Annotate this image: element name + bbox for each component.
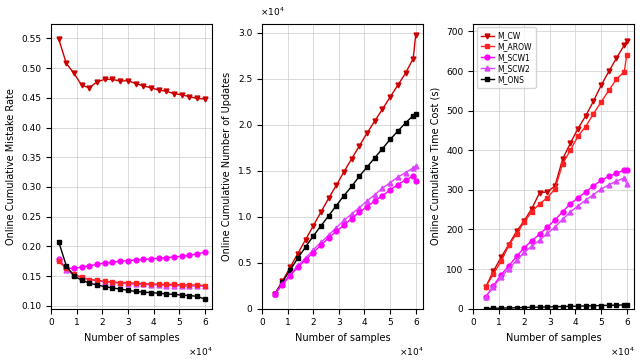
- X-axis label: Number of samples: Number of samples: [84, 333, 180, 343]
- Text: $\times10^4$: $\times10^4$: [610, 346, 634, 358]
- Y-axis label: Online Cumulative Time Cost (s): Online Cumulative Time Cost (s): [431, 87, 440, 245]
- Legend: M_CW, M_AROW, M_SCW1, M_SCW2, M_ONS: M_CW, M_AROW, M_SCW1, M_SCW2, M_ONS: [477, 27, 536, 87]
- X-axis label: Number of samples: Number of samples: [295, 333, 390, 343]
- Text: $\times10^4$: $\times10^4$: [260, 5, 285, 18]
- X-axis label: Number of samples: Number of samples: [506, 333, 602, 343]
- Text: $\times10^4$: $\times10^4$: [399, 346, 424, 358]
- Text: $\times10^4$: $\times10^4$: [188, 346, 212, 358]
- Y-axis label: Online Cumulative Mistake Rate: Online Cumulative Mistake Rate: [6, 88, 15, 245]
- Y-axis label: Online Cumulative Number of Updates: Online Cumulative Number of Updates: [222, 72, 232, 261]
